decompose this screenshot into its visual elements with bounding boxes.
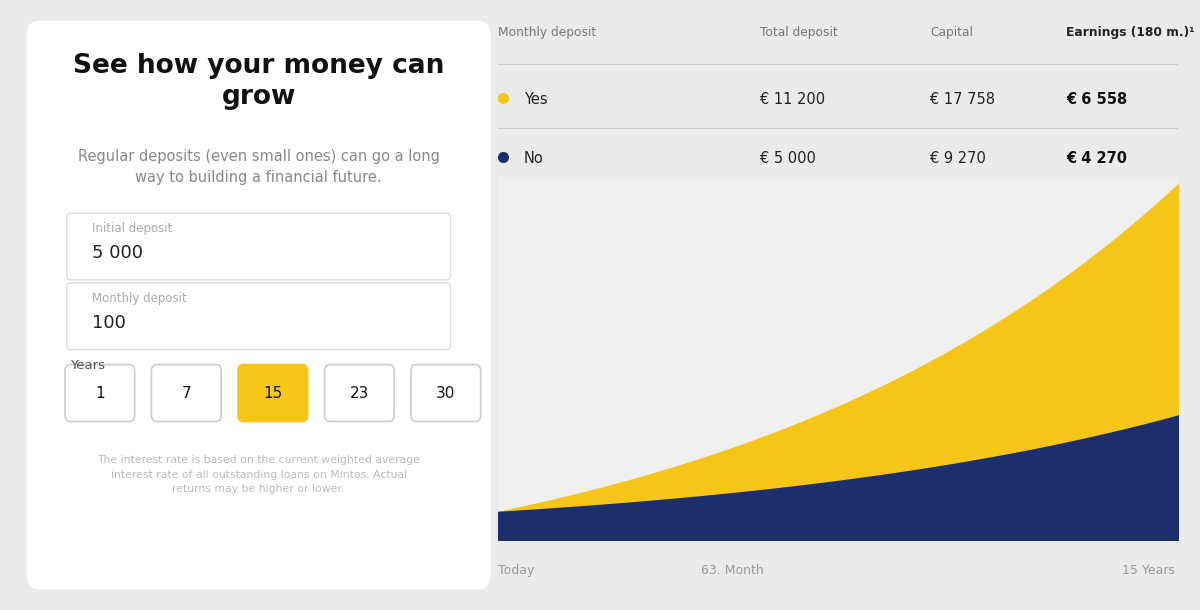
- Text: € 5 000: € 5 000: [760, 151, 816, 166]
- Text: 100: 100: [92, 314, 126, 332]
- Text: Today: Today: [498, 564, 534, 577]
- Text: 23: 23: [349, 386, 370, 401]
- Text: 5 000: 5 000: [92, 245, 143, 262]
- FancyBboxPatch shape: [151, 365, 221, 422]
- Text: € 4 270: € 4 270: [1066, 151, 1127, 166]
- FancyBboxPatch shape: [67, 214, 450, 280]
- Text: € 6 558: € 6 558: [1066, 92, 1127, 107]
- Text: Years: Years: [71, 359, 106, 371]
- Text: € 11 200: € 11 200: [760, 92, 826, 107]
- FancyBboxPatch shape: [324, 365, 394, 422]
- Text: € 9 270: € 9 270: [930, 151, 986, 166]
- Text: 15: 15: [263, 386, 282, 401]
- Text: Initial deposit: Initial deposit: [92, 222, 173, 235]
- Text: € 17 758: € 17 758: [930, 92, 995, 107]
- Text: 7: 7: [181, 386, 191, 401]
- Text: Capital: Capital: [930, 26, 973, 39]
- Text: The interest rate is based on the current weighted average
interest rate of all : The interest rate is based on the curren…: [97, 455, 420, 494]
- Text: Total deposit: Total deposit: [760, 26, 838, 39]
- Text: 63. Month: 63. Month: [701, 564, 763, 577]
- FancyBboxPatch shape: [67, 283, 450, 350]
- Text: Regular deposits (even small ones) can go a long
way to building a financial fut: Regular deposits (even small ones) can g…: [78, 149, 439, 185]
- Text: 30: 30: [436, 386, 456, 401]
- Text: 1: 1: [95, 386, 104, 401]
- Text: Yes: Yes: [524, 92, 547, 107]
- Text: Earnings (180 m.)¹: Earnings (180 m.)¹: [1066, 26, 1195, 39]
- Text: No: No: [524, 151, 544, 166]
- Text: Monthly deposit: Monthly deposit: [498, 26, 596, 39]
- FancyBboxPatch shape: [26, 21, 491, 589]
- FancyBboxPatch shape: [238, 365, 307, 422]
- Text: 15 Years: 15 Years: [1122, 564, 1175, 577]
- FancyBboxPatch shape: [412, 365, 481, 422]
- FancyBboxPatch shape: [65, 365, 134, 422]
- Text: See how your money can
grow: See how your money can grow: [73, 52, 444, 110]
- Text: Monthly deposit: Monthly deposit: [92, 292, 187, 304]
